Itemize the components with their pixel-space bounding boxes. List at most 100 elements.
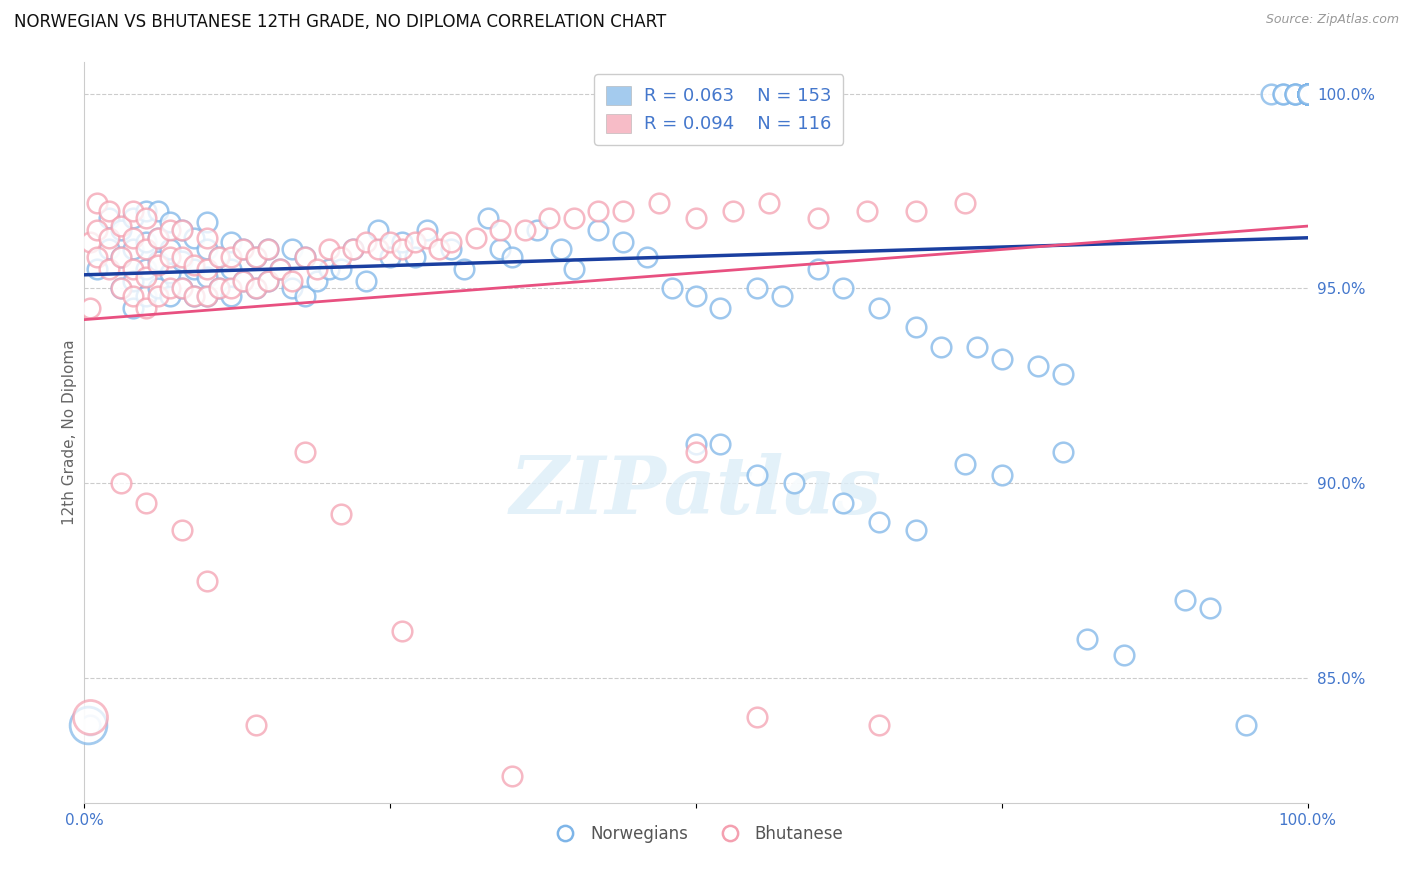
Point <box>79 710 101 724</box>
Point <box>257 243 280 257</box>
Point <box>721 203 744 218</box>
Point <box>1296 87 1319 101</box>
Point <box>770 289 793 303</box>
Point <box>172 223 194 237</box>
Point <box>269 262 291 277</box>
Point <box>1296 87 1319 101</box>
Point <box>281 243 304 257</box>
Point <box>513 223 536 237</box>
Point <box>208 281 231 295</box>
Point <box>1296 87 1319 101</box>
Point <box>172 250 194 264</box>
Point <box>1296 87 1319 101</box>
Point <box>146 258 169 272</box>
Point <box>195 574 218 588</box>
Point <box>183 258 205 272</box>
Point <box>869 718 891 732</box>
Point <box>1174 593 1197 607</box>
Point <box>79 301 101 315</box>
Point <box>404 235 426 249</box>
Point <box>1296 87 1319 101</box>
Point <box>747 281 769 295</box>
Point <box>245 250 267 264</box>
Point <box>342 243 364 257</box>
Point <box>416 231 439 245</box>
Point <box>122 262 145 277</box>
Point <box>1296 87 1319 101</box>
Point <box>636 250 658 264</box>
Point <box>159 223 181 237</box>
Point <box>97 262 120 277</box>
Point <box>122 203 145 218</box>
Point <box>281 274 304 288</box>
Point <box>110 250 132 264</box>
Point <box>195 289 218 303</box>
Point <box>183 262 205 277</box>
Point <box>1296 87 1319 101</box>
Point <box>342 243 364 257</box>
Point <box>1296 87 1319 101</box>
Point <box>219 262 242 277</box>
Point <box>294 250 316 264</box>
Point <box>208 250 231 264</box>
Point <box>257 274 280 288</box>
Text: ZIPatlas: ZIPatlas <box>510 453 882 531</box>
Text: Source: ZipAtlas.com: Source: ZipAtlas.com <box>1265 13 1399 27</box>
Point <box>79 718 101 732</box>
Point <box>1236 718 1258 732</box>
Point <box>1296 87 1319 101</box>
Point <box>1028 359 1050 374</box>
Point <box>172 281 194 295</box>
Point <box>367 243 389 257</box>
Point <box>1260 87 1282 101</box>
Point <box>195 215 218 229</box>
Point <box>1296 87 1319 101</box>
Point <box>122 231 145 245</box>
Point <box>318 262 340 277</box>
Point <box>1296 87 1319 101</box>
Point <box>1296 87 1319 101</box>
Point <box>159 250 181 264</box>
Point <box>146 231 169 245</box>
Point <box>135 262 157 277</box>
Point <box>97 211 120 226</box>
Point <box>758 195 780 210</box>
Point <box>232 274 254 288</box>
Point <box>1296 87 1319 101</box>
Point <box>747 468 769 483</box>
Point <box>86 262 108 277</box>
Point <box>586 223 609 237</box>
Point <box>1296 87 1319 101</box>
Point <box>208 250 231 264</box>
Point <box>380 235 402 249</box>
Point <box>110 219 132 233</box>
Point <box>269 262 291 277</box>
Point <box>1296 87 1319 101</box>
Point <box>245 281 267 295</box>
Point <box>305 274 328 288</box>
Point <box>232 243 254 257</box>
Point <box>905 320 928 334</box>
Point <box>991 468 1014 483</box>
Point <box>172 223 194 237</box>
Point <box>391 243 413 257</box>
Point <box>281 281 304 295</box>
Point <box>122 301 145 315</box>
Point <box>1296 87 1319 101</box>
Point <box>97 203 120 218</box>
Point <box>195 289 218 303</box>
Point <box>953 457 976 471</box>
Point <box>1198 601 1220 615</box>
Point <box>831 496 853 510</box>
Point <box>1052 445 1074 459</box>
Point <box>110 281 132 295</box>
Point <box>831 281 853 295</box>
Legend: Norwegians, Bhutanese: Norwegians, Bhutanese <box>541 819 851 850</box>
Point <box>440 235 463 249</box>
Point <box>526 223 548 237</box>
Point <box>135 211 157 226</box>
Point <box>905 203 928 218</box>
Point <box>294 445 316 459</box>
Point <box>135 243 157 257</box>
Point <box>391 624 413 639</box>
